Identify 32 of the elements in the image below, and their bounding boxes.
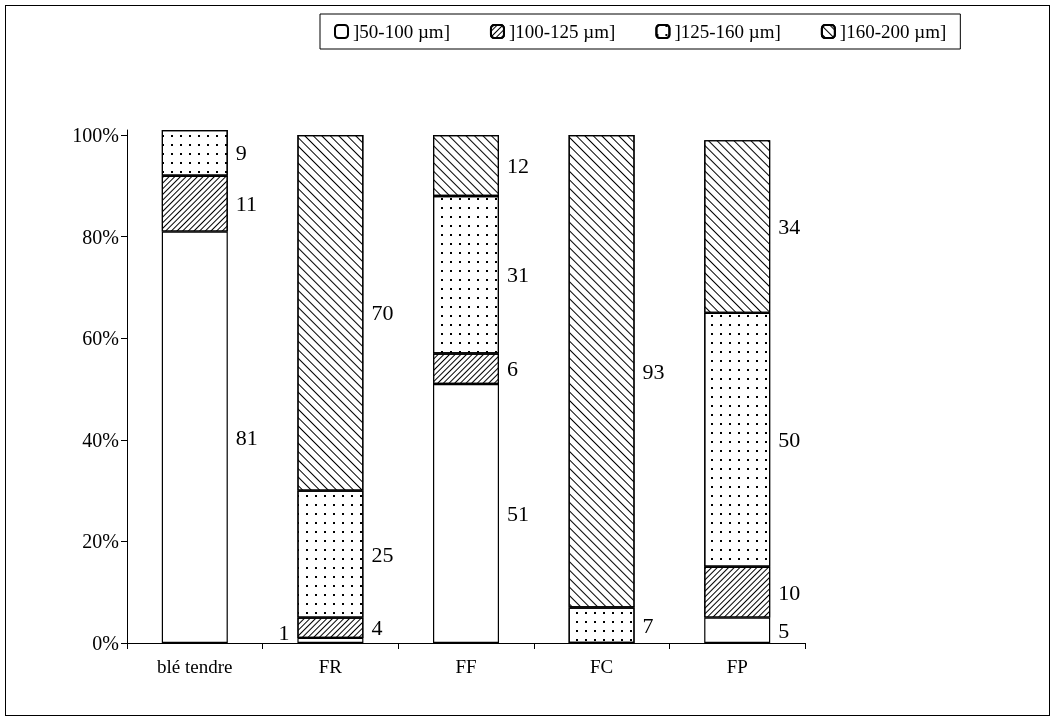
data-label: 10 [778, 579, 801, 605]
y-tick-label: 40% [82, 428, 119, 451]
x-tick-label: blé tendre [157, 656, 233, 677]
y-tick-label: 80% [82, 225, 119, 248]
y-tick-label: 20% [82, 530, 119, 553]
legend-label: ]160-200 µm] [839, 21, 947, 42]
data-label: 12 [507, 153, 529, 179]
data-label: 9 [235, 140, 247, 166]
data-label: 4 [371, 615, 383, 641]
legend-label: ]100-125 µm] [508, 21, 616, 42]
data-label: 50 [778, 427, 801, 453]
data-label: 31 [507, 262, 529, 288]
y-tick-label: 100% [72, 124, 119, 147]
x-tick-label: FF [455, 656, 477, 677]
data-label: 93 [642, 358, 665, 384]
data-label: 70 [371, 300, 394, 326]
data-label: 51 [507, 500, 529, 526]
x-tick-label: FC [589, 656, 614, 677]
data-label: 1 [278, 619, 290, 645]
data-label: 7 [642, 612, 654, 638]
data-label: 34 [778, 214, 801, 240]
data-label: 25 [371, 541, 394, 567]
y-tick-label: 0% [92, 632, 119, 654]
data-label: 5 [778, 617, 790, 643]
data-label: 11 [235, 191, 257, 217]
data-label: 6 [507, 356, 518, 382]
x-tick-label: FP [726, 656, 748, 677]
legend-label: ]125-160 µm] [674, 21, 781, 42]
y-tick-label: 60% [82, 327, 119, 350]
data-label: 81 [235, 424, 258, 450]
x-tick-label: FR [318, 656, 343, 677]
legend-label: ]50-100 µm] [353, 21, 450, 42]
